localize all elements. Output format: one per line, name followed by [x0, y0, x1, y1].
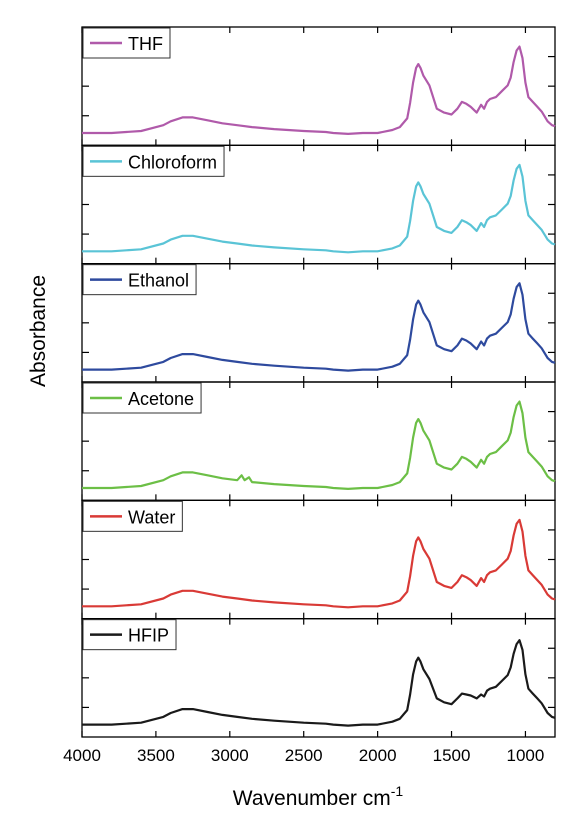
panel-water: Water — [81, 499, 556, 620]
legend-thf: THF — [82, 27, 171, 59]
series-line-hfip — [82, 639, 556, 727]
legend-ethanol: Ethanol — [82, 264, 197, 296]
panels-layer: THF Chloroform Ethanol Acetone Water HFIP — [81, 26, 556, 738]
x-tick-label: 1500 — [433, 746, 471, 765]
x-tick-label: 3000 — [211, 746, 249, 765]
legend-label: HFIP — [128, 626, 169, 646]
x-tick-label: 3500 — [137, 746, 175, 765]
x-axis-title-superscript: -1 — [391, 783, 404, 799]
legend-label: THF — [128, 34, 163, 54]
legend-box — [82, 382, 202, 414]
legend-hfip: HFIP — [82, 619, 177, 651]
panel-hfip: HFIP — [81, 618, 556, 738]
x-tick-label: 2500 — [285, 746, 323, 765]
series-line-water — [82, 518, 556, 609]
series-line-thf — [82, 45, 556, 135]
x-axis: 4000 3500 3000 2500 2000 1500 1000 — [63, 746, 544, 765]
legend-water: Water — [82, 500, 183, 532]
x-tick-label: 4000 — [63, 746, 101, 765]
legend-acetone: Acetone — [82, 382, 202, 414]
legend-chloroform: Chloroform — [82, 145, 225, 177]
series-line-chloroform — [82, 163, 556, 254]
panel-chloroform: Chloroform — [81, 144, 556, 265]
legend-label: Water — [128, 507, 175, 527]
x-tick-label: 2000 — [359, 746, 397, 765]
panel-ethanol: Ethanol — [81, 263, 556, 383]
x-axis-title-main: Wavenumber cm — [233, 787, 391, 810]
series-line-acetone — [82, 400, 556, 490]
y-axis-title: Absorbance — [27, 275, 50, 387]
x-tick-label: 1000 — [507, 746, 545, 765]
x-axis-title: Wavenumber cm-1 — [233, 783, 404, 810]
panel-thf: THF — [81, 26, 556, 146]
legend-label: Ethanol — [128, 271, 189, 291]
series-line-ethanol — [82, 282, 556, 372]
legend-label: Acetone — [128, 389, 194, 409]
panel-acetone: Acetone — [81, 381, 556, 501]
legend-label: Chloroform — [128, 152, 217, 172]
